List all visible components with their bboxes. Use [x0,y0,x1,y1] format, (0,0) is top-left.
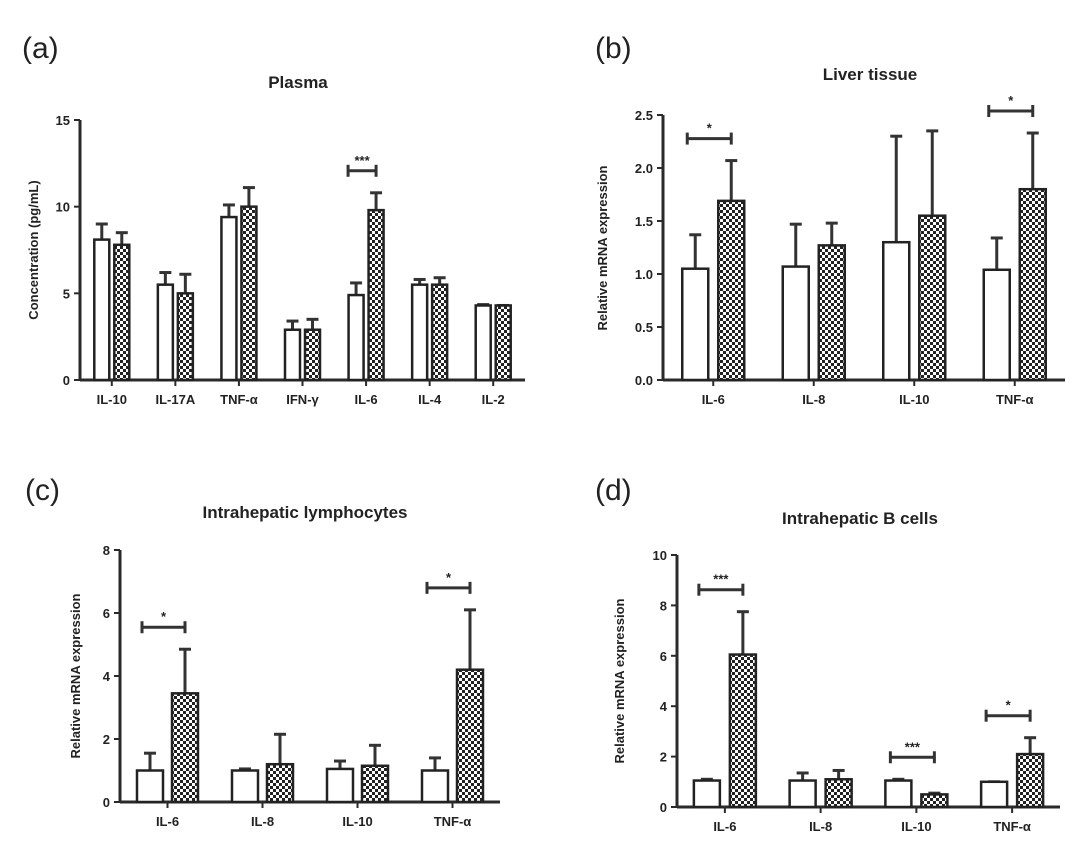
bar-treated [455,668,485,804]
y-axis-label: Relative mRNA expression [68,593,83,758]
bar-control [93,238,111,382]
bar-control [283,328,302,382]
bar-treated [367,208,385,382]
bar-control [979,780,1009,809]
panel-label: (c) [25,474,60,507]
x-tick-label: IL-10 [899,392,929,407]
bar-control [882,240,911,382]
panel-label: (b) [595,32,632,65]
significance-label: * [1006,698,1012,713]
x-tick-label: IL-8 [809,819,832,834]
x-tick-label: IL-6 [355,392,378,407]
y-tick-label: 2.5 [635,108,653,123]
x-tick-label: IL-4 [418,392,442,407]
y-tick-label: 2 [103,732,110,747]
bar-treated [817,244,846,382]
x-tick-label: TNF-α [220,392,258,407]
y-tick-label: 4 [660,699,668,714]
bar-control [156,283,175,382]
bar-control [692,779,722,809]
bar-treated [170,692,200,804]
y-tick-label: 6 [660,649,667,664]
bar-control [230,769,260,804]
y-tick-label: 4 [103,669,111,684]
x-tick-label: IL-8 [802,392,825,407]
y-tick-label: 6 [103,606,110,621]
bar-treated [430,283,449,382]
bar-control [410,283,429,382]
significance-label: *** [354,153,370,168]
x-tick-label: IL-8 [251,814,274,829]
panel-title: Intrahepatic lymphocytes [202,503,407,522]
x-tick-label: TNF-α [434,814,472,829]
significance-label: * [446,570,452,585]
x-tick-label: IL-17A [155,392,195,407]
y-axis-label: Relative mRNA expression [612,598,627,763]
y-tick-label: 10 [653,548,667,563]
panel-title: Plasma [268,73,328,92]
bar-treated [360,764,390,804]
bar-treated [717,199,746,382]
y-tick-label: 2.0 [635,161,653,176]
y-tick-label: 0 [63,373,70,388]
bar-control [420,769,450,804]
y-tick-label: 0 [103,795,110,810]
y-tick-label: 1.0 [635,267,653,282]
significance-label: * [1008,93,1014,108]
y-tick-label: 15 [56,113,70,128]
bar-control [884,779,913,809]
significance-label: *** [905,739,921,754]
y-tick-label: 8 [660,598,667,613]
y-tick-label: 0.0 [635,373,653,388]
significance-label: *** [713,572,729,587]
bar-control [681,267,710,382]
panel-label: (d) [595,474,632,507]
x-tick-label: IL-10 [342,814,372,829]
bar-treated [824,778,853,809]
bar-treated [1015,752,1045,809]
panel-title: Intrahepatic B cells [782,509,938,528]
bar-control [474,304,492,382]
significance-label: * [707,121,713,136]
significance-label: * [161,609,167,624]
bar-treated [303,328,322,382]
bar-treated [728,653,758,809]
x-tick-label: IL-2 [482,392,505,407]
bar-treated [240,205,258,382]
bar-control [325,767,355,804]
x-tick-label: IL-10 [901,819,931,834]
bar-treated [494,304,512,382]
x-tick-label: IFN-γ [286,392,319,407]
x-tick-label: IL-6 [156,814,179,829]
bar-control [788,779,817,809]
bar-treated [920,793,949,809]
bar-treated [176,292,195,382]
y-tick-label: 2 [660,750,667,765]
y-tick-label: 0 [660,800,667,815]
bar-control [347,293,365,382]
x-tick-label: IL-10 [97,392,127,407]
x-tick-label: IL-6 [713,819,736,834]
y-tick-label: 1.5 [635,214,653,229]
x-tick-label: TNF-α [996,392,1034,407]
bar-treated [918,214,947,382]
bar-treated [1018,187,1047,382]
y-tick-label: 0.5 [635,320,653,335]
y-tick-label: 5 [63,286,70,301]
bar-control [781,265,810,382]
x-tick-label: IL-6 [702,392,725,407]
bar-treated [265,762,295,804]
panel-title: Liver tissue [823,65,918,84]
y-axis-label: Relative mRNA expression [595,165,610,330]
panel-label: (a) [22,32,59,65]
y-tick-label: 8 [103,543,110,558]
bar-treated [113,243,131,382]
y-axis-label: Concentration (pg/mL) [26,180,41,319]
bar-control [982,268,1011,382]
bar-control [135,769,165,804]
x-tick-label: TNF-α [993,819,1031,834]
bar-control [220,215,238,382]
y-tick-label: 10 [56,200,70,215]
